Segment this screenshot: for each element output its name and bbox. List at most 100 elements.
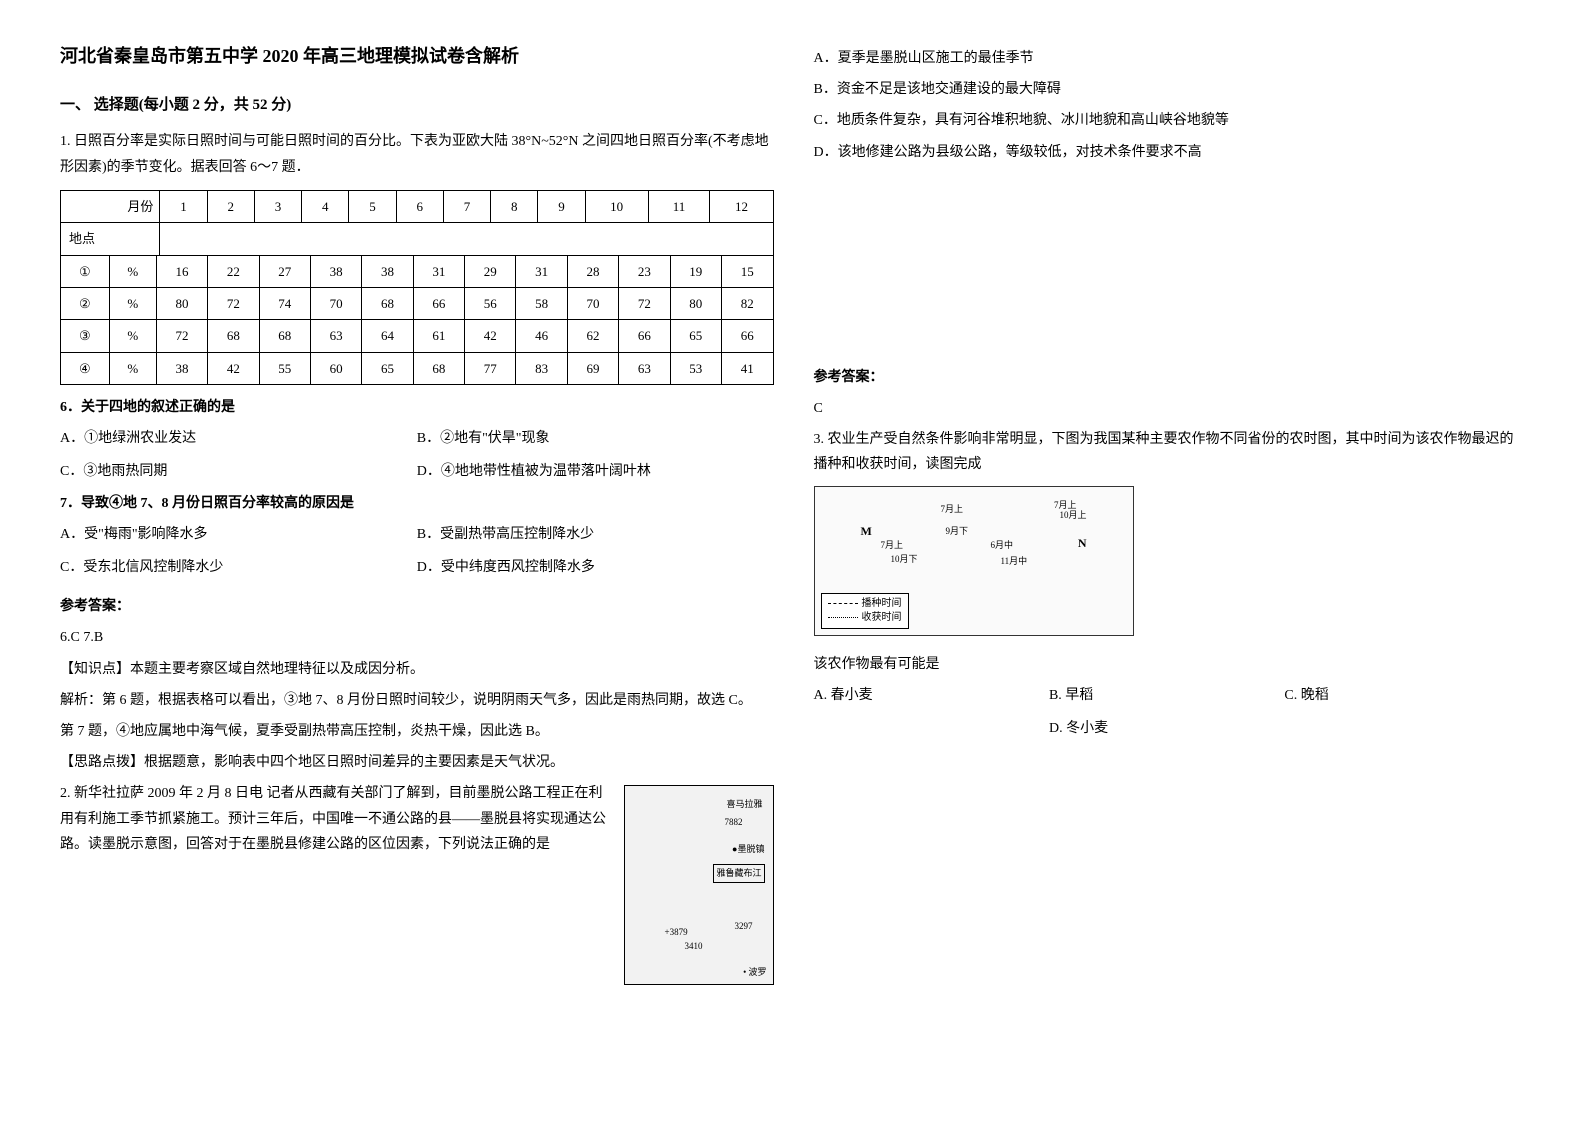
option-a: A．夏季是墨脱山区施工的最佳季节 — [814, 46, 1528, 71]
table-cell: 15 — [721, 255, 773, 287]
data-table-body: ①%162227383831293128231915②%807274706866… — [60, 255, 774, 386]
table-cell: 63 — [619, 352, 670, 384]
table-row-unit: % — [109, 255, 156, 287]
table-cell: 27 — [259, 255, 310, 287]
table-cell: 64 — [362, 320, 413, 352]
table-cell: 69 — [567, 352, 618, 384]
table-cell: 46 — [516, 320, 567, 352]
table-cell: 65 — [670, 320, 721, 352]
option-b: B．受副热带高压控制降水少 — [417, 522, 774, 547]
table-cell: 41 — [721, 352, 773, 384]
table-cell: 72 — [619, 287, 670, 319]
table-cell: 63 — [310, 320, 361, 352]
table-header: 8 — [491, 190, 538, 222]
q7-stem: 7．导致④地 7、8 月份日照百分率较高的原因是 — [60, 491, 774, 516]
option-d: D. 冬小麦 — [814, 716, 1587, 741]
answer-heading: 参考答案： — [60, 594, 774, 619]
table-cell: 62 — [567, 320, 618, 352]
table-header-left: 月份 — [61, 190, 160, 222]
table-cell: 28 — [567, 255, 618, 287]
table-cell: 82 — [721, 287, 773, 319]
option-a: A. 春小麦 — [814, 683, 1049, 708]
motuo-map-figure: 喜马拉雅 7882 ●墨脱镇 雅鲁藏布江 +3879 3297 3410 • 波… — [624, 785, 774, 985]
option-b: B．资金不足是该地交通建设的最大障碍 — [814, 77, 1528, 102]
table-header-left: 地点 — [61, 223, 160, 255]
option-c: C．地质条件复杂，具有河谷堆积地貌、冰川地貌和高山峡谷地貌等 — [814, 108, 1528, 133]
table-cell: 74 — [259, 287, 310, 319]
table-cell: 58 — [516, 287, 567, 319]
data-table: 月份 1 2 3 4 5 6 7 8 9 10 11 12 地点 — [60, 190, 774, 256]
table-cell: 60 — [310, 352, 361, 384]
answer-text: 6.C 7.B — [60, 625, 774, 650]
table-header: 7 — [443, 190, 490, 222]
option-a: A．①地绿洲农业发达 — [60, 426, 417, 451]
table-cell: 23 — [619, 255, 670, 287]
table-cell: 16 — [156, 255, 207, 287]
table-cell: 70 — [310, 287, 361, 319]
table-header: 3 — [254, 190, 301, 222]
table-header: 9 — [538, 190, 585, 222]
table-header: 11 — [648, 190, 710, 222]
option-b: B．②地有"伏旱"现象 — [417, 426, 774, 451]
table-cell: 66 — [413, 287, 464, 319]
crop-map-figure: 7月上 7月上 10月上 9月下 7月上 6月中 10月下 11月中 M N 播… — [814, 486, 1134, 636]
table-row-label: ③ — [61, 320, 110, 352]
q1-intro: 1. 日照百分率是实际日照时间与可能日照时间的百分比。下表为亚欧大陆 38°N~… — [60, 129, 774, 179]
table-cell: 80 — [156, 287, 207, 319]
table-cell: 68 — [413, 352, 464, 384]
table-cell: 72 — [156, 320, 207, 352]
table-row-unit: % — [109, 320, 156, 352]
option-c: C. 晚稻 — [1284, 683, 1519, 708]
q3-substem: 该农作物最有可能是 — [814, 652, 1528, 677]
table-row-label: ① — [61, 255, 110, 287]
table-cell: 38 — [362, 255, 413, 287]
table-cell: 65 — [362, 352, 413, 384]
answer-text: 第 7 题，④地应属地中海气候，夏季受副热带高压控制，炎热干燥，因此选 B。 — [60, 719, 774, 744]
q3-options: A. 春小麦 B. 早稻 C. 晚稻 D. 冬小麦 — [814, 683, 1528, 741]
section-heading: 一、 选择题(每小题 2 分，共 52 分) — [60, 92, 774, 119]
option-d: D．④地地带性植被为温带落叶阔叶林 — [417, 459, 774, 484]
table-cell: 66 — [721, 320, 773, 352]
answer-text: C — [814, 396, 1528, 421]
option-b: B. 早稻 — [1049, 683, 1284, 708]
table-header: 2 — [207, 190, 254, 222]
table-header: 5 — [349, 190, 396, 222]
q3-stem: 3. 农业生产受自然条件影响非常明显，下图为我国某种主要农作物不同省份的农时图，… — [814, 427, 1528, 477]
table-row-unit: % — [109, 287, 156, 319]
q6-stem: 6．关于四地的叙述正确的是 — [60, 395, 774, 420]
table-row-label: ② — [61, 287, 110, 319]
answer-text: 【思路点拨】根据题意，影响表中四个地区日照时间差异的主要因素是天气状况。 — [60, 750, 774, 775]
table-cell: 38 — [310, 255, 361, 287]
answer-text: 【知识点】本题主要考察区域自然地理特征以及成因分析。 — [60, 657, 774, 682]
table-header: 1 — [160, 190, 207, 222]
table-cell: 31 — [413, 255, 464, 287]
table-cell: 68 — [259, 320, 310, 352]
table-cell: 77 — [465, 352, 516, 384]
table-cell: 42 — [465, 320, 516, 352]
table-cell: 55 — [259, 352, 310, 384]
page-title: 河北省秦皇岛市第五中学 2020 年高三地理模拟试卷含解析 — [60, 40, 774, 72]
option-a: A．受"梅雨"影响降水多 — [60, 522, 417, 547]
table-header: 4 — [302, 190, 349, 222]
table-cell: 80 — [670, 287, 721, 319]
table-header: 6 — [396, 190, 443, 222]
q7-options: A．受"梅雨"影响降水多 B．受副热带高压控制降水少 C．受东北信风控制降水少 … — [60, 522, 774, 580]
option-d: D．受中纬度西风控制降水多 — [417, 555, 774, 580]
table-cell: 53 — [670, 352, 721, 384]
table-header: 10 — [585, 190, 648, 222]
table-cell: 68 — [362, 287, 413, 319]
table-cell: 56 — [465, 287, 516, 319]
option-c: C．③地雨热同期 — [60, 459, 417, 484]
table-cell: 83 — [516, 352, 567, 384]
q6-options: A．①地绿洲农业发达 B．②地有"伏旱"现象 C．③地雨热同期 D．④地地带性植… — [60, 426, 774, 484]
table-header: 12 — [710, 190, 773, 222]
table-row-unit: % — [109, 352, 156, 384]
table-cell: 38 — [156, 352, 207, 384]
answer-heading: 参考答案： — [814, 365, 1528, 390]
table-cell: 66 — [619, 320, 670, 352]
table-cell: 29 — [465, 255, 516, 287]
map-legend: 播种时间 收获时间 — [821, 593, 909, 629]
option-d: D．该地修建公路为县级公路，等级较低，对技术条件要求不高 — [814, 140, 1528, 165]
table-row-label: ④ — [61, 352, 110, 384]
table-cell: 42 — [208, 352, 259, 384]
